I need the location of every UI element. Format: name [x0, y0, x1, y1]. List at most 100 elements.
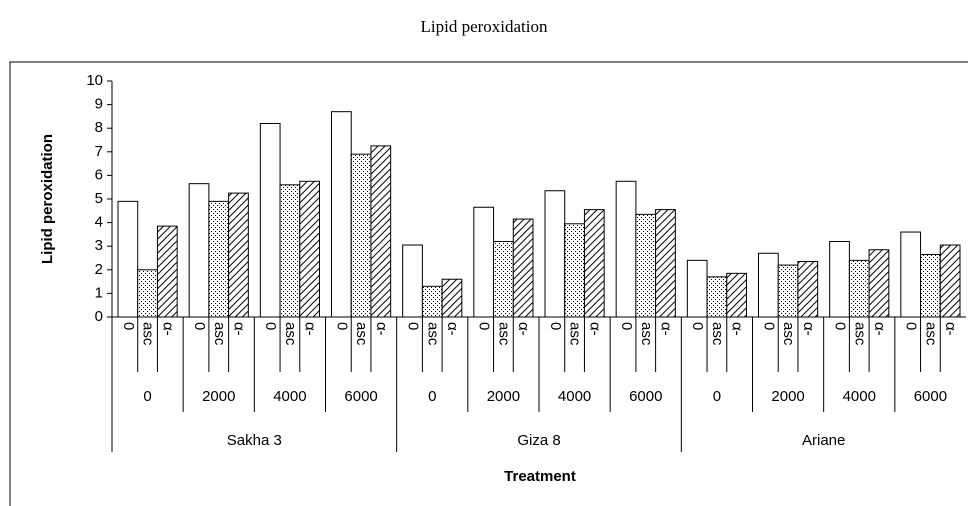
y-tick-label: 4 — [95, 214, 103, 231]
category-label: 6000 — [914, 388, 947, 405]
y-tick-label: 1 — [95, 284, 103, 301]
category-label: 6000 — [344, 388, 377, 405]
series-label: 0 — [832, 322, 849, 330]
series-label: α- — [942, 322, 959, 336]
group-label: Ariane — [802, 432, 845, 449]
category-label: 2000 — [487, 388, 520, 405]
series-label: α- — [800, 322, 817, 336]
series-label: α- — [515, 322, 532, 336]
bar — [512, 218, 534, 318]
bar — [686, 259, 708, 318]
bar — [900, 231, 922, 318]
category-label: 2000 — [202, 388, 235, 405]
series-label: α- — [159, 322, 176, 336]
series-label: 0 — [618, 322, 635, 330]
y-tick-label: 0 — [95, 308, 103, 325]
bar — [706, 276, 728, 318]
bar — [402, 244, 423, 318]
series-label: 0 — [903, 322, 920, 330]
category-label: 2000 — [771, 388, 804, 405]
y-tick-label: 6 — [95, 166, 103, 183]
series-label: asc — [638, 322, 655, 346]
category-label: 4000 — [843, 388, 876, 405]
bar — [939, 244, 961, 318]
bar — [544, 190, 566, 318]
series-label: 0 — [120, 322, 137, 330]
bar — [350, 153, 372, 318]
bar — [208, 200, 230, 318]
y-tick-label: 9 — [95, 96, 103, 113]
series-label: asc — [495, 322, 512, 346]
y-tick-label: 3 — [95, 237, 103, 254]
series-label: asc — [424, 322, 441, 346]
bar — [920, 253, 941, 318]
bar — [797, 261, 819, 318]
series-label: asc — [282, 322, 299, 346]
series-label: α- — [231, 322, 248, 336]
bar — [655, 209, 676, 318]
bar — [421, 285, 443, 318]
bar — [564, 223, 585, 318]
bar — [868, 249, 890, 318]
chart-title: Lipid peroxidation — [420, 17, 548, 36]
bar — [156, 225, 178, 318]
category-label: 6000 — [629, 388, 662, 405]
bar — [615, 180, 637, 318]
bar — [726, 272, 747, 318]
bar — [777, 264, 799, 318]
bar — [758, 252, 779, 318]
bar — [473, 206, 495, 318]
series-label: asc — [140, 322, 157, 346]
bar — [848, 259, 870, 318]
bar — [188, 183, 210, 318]
bar — [583, 209, 605, 318]
series-label: 0 — [760, 322, 777, 330]
bar — [137, 269, 158, 318]
y-tick-label: 8 — [95, 119, 103, 136]
series-label: α- — [302, 322, 319, 336]
series-label: 0 — [262, 322, 279, 330]
series-label: 0 — [191, 322, 208, 330]
bar — [493, 240, 514, 318]
y-tick-label: 5 — [95, 190, 103, 207]
series-label: 0 — [689, 322, 706, 330]
series-label: asc — [353, 322, 370, 346]
x-axis-title: Treatment — [504, 468, 576, 485]
bar — [259, 122, 281, 318]
bar — [279, 184, 301, 318]
y-tick-label: 10 — [86, 72, 103, 89]
series-label: asc — [922, 322, 939, 346]
series-label: 0 — [547, 322, 564, 330]
series-label: α- — [729, 322, 746, 336]
group-label: Sakha 3 — [227, 432, 282, 449]
series-label: α- — [871, 322, 888, 336]
series-label: 0 — [476, 322, 493, 330]
bar — [228, 192, 249, 318]
y-tick-label: 7 — [95, 143, 103, 160]
frame — [9, 61, 968, 506]
bar — [441, 278, 463, 318]
category-label: 4000 — [558, 388, 591, 405]
y-axis-title: Lipid peroxidation — [39, 134, 56, 264]
series-label: 0 — [405, 322, 422, 330]
series-label: asc — [780, 322, 797, 346]
series-label: α- — [444, 322, 461, 336]
bar — [331, 111, 352, 318]
series-label: asc — [567, 322, 584, 346]
series-label: α- — [658, 322, 675, 336]
series-label: α- — [373, 322, 390, 336]
series-label: 0 — [333, 322, 350, 330]
series-label: asc — [709, 322, 726, 346]
bar — [635, 213, 657, 318]
bar — [117, 200, 139, 318]
category-label: 0 — [143, 388, 151, 405]
series-label: α- — [586, 322, 603, 336]
category-label: 4000 — [273, 388, 306, 405]
bar — [829, 240, 850, 318]
category-label: 0 — [713, 388, 721, 405]
bar — [370, 145, 392, 318]
category-label: 0 — [428, 388, 436, 405]
group-label: Giza 8 — [517, 432, 560, 449]
